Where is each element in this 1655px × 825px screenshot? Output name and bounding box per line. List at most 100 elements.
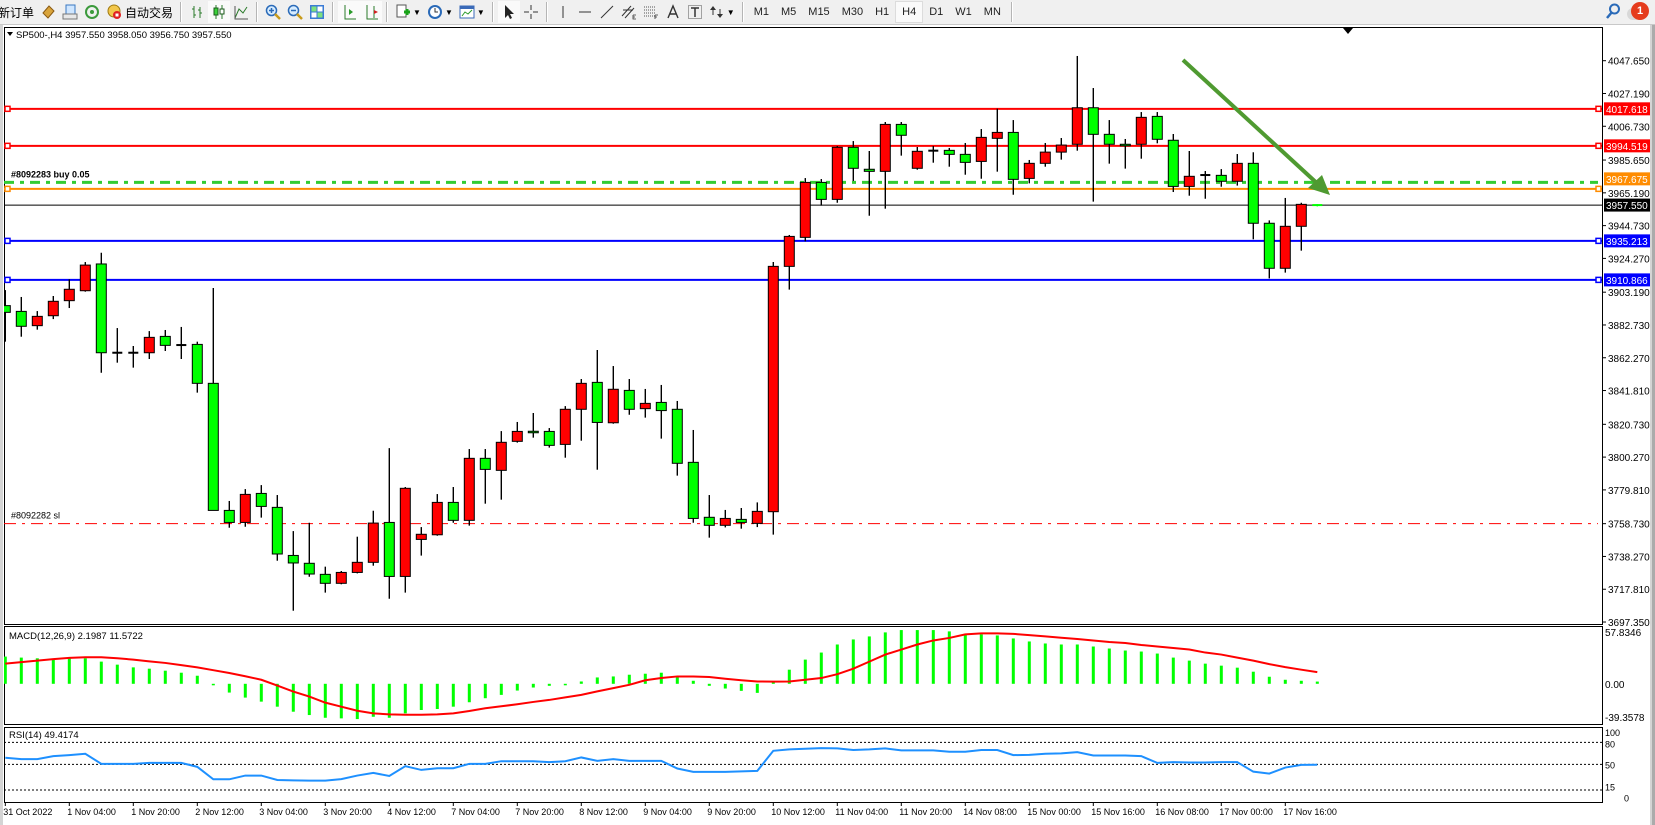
chart-window[interactable]: 4047.650 4027.190 4006.730 3985.650 3965.190… (0, 25, 1652, 825)
candle[interactable] (1039, 142, 1051, 167)
market-watch-button[interactable] (37, 1, 59, 23)
candle[interactable] (543, 428, 555, 448)
trendline-button[interactable] (596, 1, 618, 23)
candle[interactable] (767, 262, 779, 535)
timeframe-mn[interactable]: MN (983, 6, 1001, 18)
candle[interactable] (223, 500, 235, 528)
candle[interactable] (799, 178, 811, 242)
candle[interactable] (1055, 138, 1067, 160)
new-order-button[interactable]: 新订单 (0, 1, 37, 23)
candle[interactable] (399, 487, 411, 593)
candle[interactable] (1215, 169, 1227, 187)
candle[interactable] (47, 296, 59, 320)
candle[interactable] (703, 495, 715, 538)
line-handle-left[interactable] (4, 142, 11, 150)
zoom-out-button[interactable] (284, 1, 306, 23)
candle[interactable] (239, 489, 251, 527)
candle[interactable] (575, 379, 587, 441)
tile-windows-button[interactable] (306, 1, 328, 23)
candle[interactable] (1151, 112, 1163, 144)
candle[interactable] (735, 508, 747, 529)
timeframe-h4[interactable]: H4 (895, 1, 924, 23)
candle[interactable] (751, 502, 763, 528)
price-chart[interactable]: 4047.650 4027.190 4006.730 3985.650 3965.190… (0, 25, 1652, 825)
zoom-in-button[interactable] (262, 1, 284, 23)
candle[interactable] (607, 366, 619, 424)
candle[interactable] (1167, 134, 1179, 193)
bar-chart-button[interactable] (186, 1, 208, 23)
candle[interactable] (1279, 197, 1291, 273)
chart-shift-button[interactable] (360, 1, 383, 23)
line-handle-left[interactable] (4, 105, 11, 113)
candle[interactable] (415, 527, 427, 556)
candle[interactable] (287, 531, 299, 611)
candle[interactable] (847, 141, 859, 181)
candle[interactable] (255, 485, 267, 518)
candle[interactable] (207, 288, 219, 511)
candle[interactable] (351, 536, 363, 574)
timeframe-m30[interactable]: M30 (841, 6, 864, 18)
line-chart-button[interactable] (230, 1, 252, 23)
candle[interactable] (527, 412, 539, 438)
candle[interactable] (511, 421, 523, 443)
candle[interactable] (431, 494, 443, 536)
cursor-button[interactable] (497, 1, 520, 23)
chart-shift-marker-icon[interactable] (1343, 28, 1353, 34)
line-handle-right[interactable] (1595, 185, 1602, 193)
candle[interactable] (176, 326, 187, 359)
notification-badge[interactable]: 1 (1631, 2, 1649, 20)
candle[interactable] (271, 495, 283, 561)
candle[interactable] (383, 448, 395, 599)
arrows-button[interactable]: ▼ (706, 1, 738, 23)
trend-arrow-head[interactable] (1308, 175, 1330, 195)
candle[interactable] (623, 379, 635, 415)
indicators-button[interactable]: ▼ (392, 1, 424, 23)
candlestick-button[interactable] (208, 1, 231, 23)
candle[interactable] (591, 350, 603, 470)
line-handle-right[interactable] (1595, 142, 1602, 150)
candle[interactable] (1312, 204, 1323, 207)
candle[interactable] (63, 279, 75, 309)
candle[interactable] (671, 400, 683, 476)
candle[interactable] (15, 296, 27, 337)
candle[interactable] (479, 449, 491, 504)
candle[interactable] (639, 388, 651, 418)
crosshair-button[interactable] (520, 1, 542, 23)
line-handle-left[interactable] (4, 237, 11, 245)
data-window-button[interactable] (59, 1, 81, 23)
candle[interactable] (1007, 120, 1019, 195)
candle[interactable] (831, 146, 843, 203)
candle[interactable] (1231, 154, 1243, 186)
candle[interactable] (815, 179, 827, 206)
candle[interactable] (1135, 112, 1147, 159)
candle[interactable] (447, 487, 459, 523)
candle[interactable] (1087, 88, 1099, 202)
auto-trading-button[interactable]: 自动交易 (103, 1, 176, 23)
candle[interactable] (319, 566, 331, 593)
candle[interactable] (895, 121, 907, 156)
chart-menu-triangle-icon[interactable] (7, 32, 13, 36)
candle[interactable] (1200, 171, 1211, 199)
candle[interactable] (1183, 150, 1195, 196)
candle[interactable] (143, 331, 155, 359)
candle[interactable] (879, 121, 891, 209)
candle[interactable] (79, 262, 91, 292)
line-handle-right[interactable] (1595, 237, 1602, 245)
line-handle-left[interactable] (4, 276, 11, 284)
fibonacci-button[interactable] (640, 1, 662, 23)
candle[interactable] (1023, 159, 1035, 184)
candle[interactable] (911, 146, 923, 170)
candle[interactable] (655, 384, 667, 439)
candle[interactable] (687, 429, 699, 523)
candle[interactable] (1071, 55, 1083, 151)
candle[interactable] (159, 329, 171, 351)
timeframe-m5[interactable]: M5 (781, 6, 797, 18)
trend-arrow-line[interactable] (1181, 58, 1322, 188)
candle[interactable] (783, 234, 795, 290)
vertical-line-button[interactable] (552, 1, 574, 23)
equidistant-channel-button[interactable] (618, 1, 640, 23)
candle[interactable] (1103, 120, 1115, 164)
candle[interactable] (1247, 152, 1259, 240)
search-icon[interactable] (1605, 3, 1621, 19)
line-handle-left[interactable] (4, 185, 11, 193)
